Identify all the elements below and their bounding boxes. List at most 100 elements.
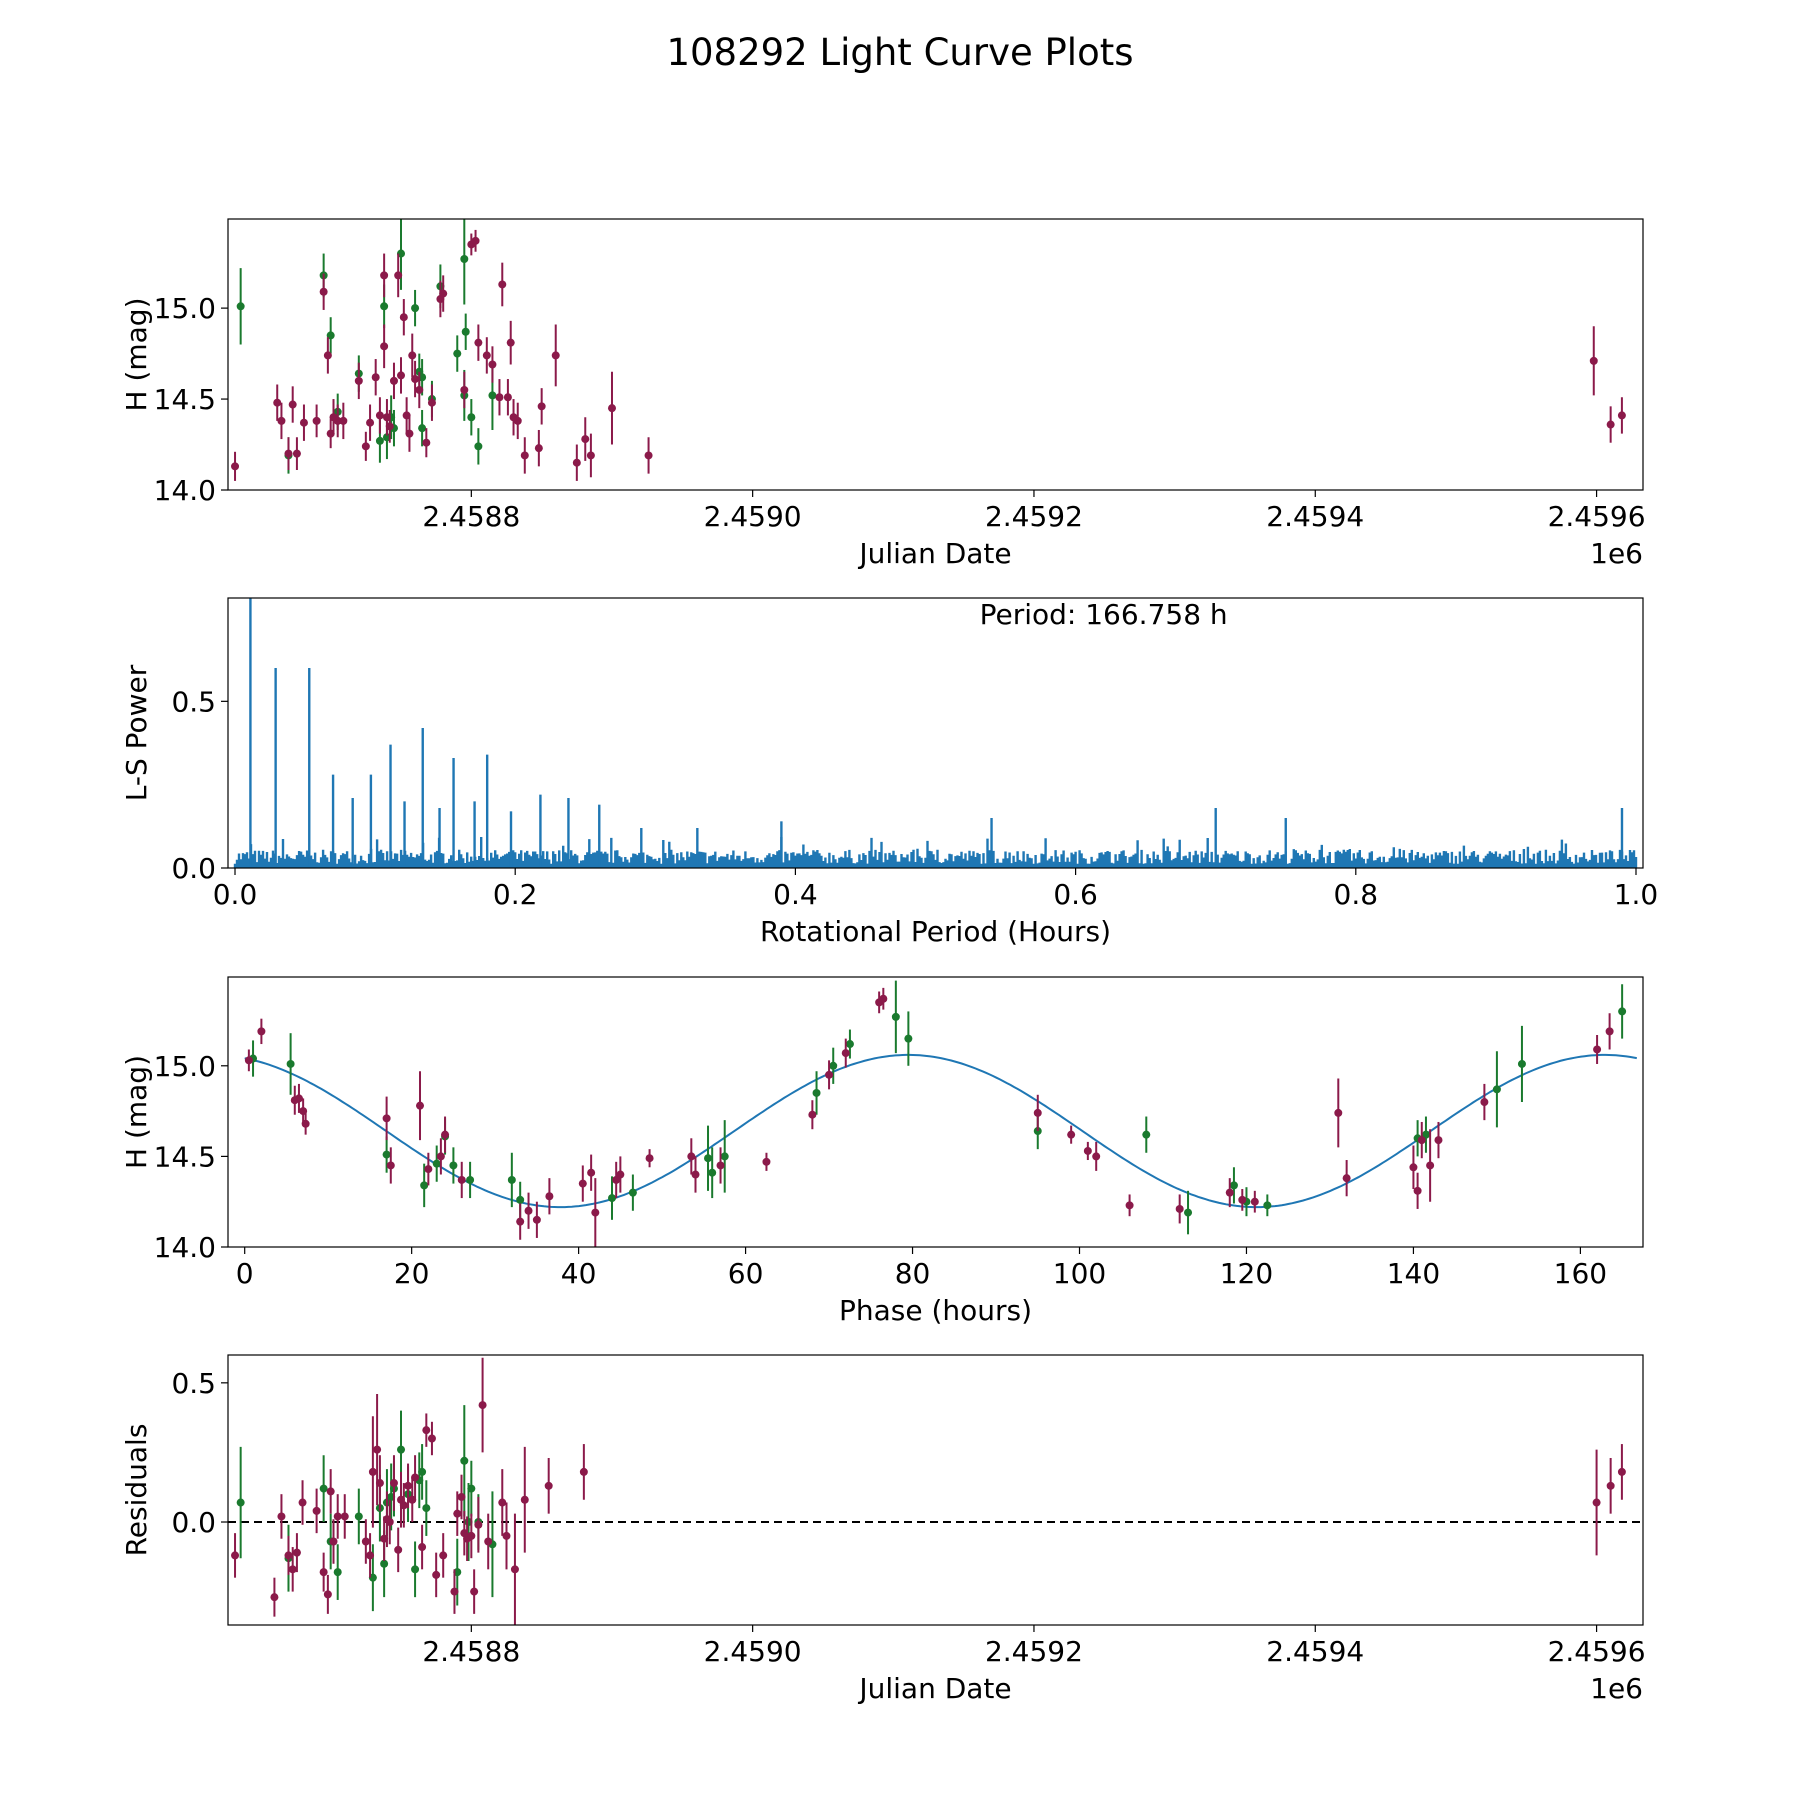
data-point-maroon	[416, 1071, 425, 1141]
marker	[441, 1130, 450, 1139]
marker	[439, 1551, 448, 1560]
data-point-maroon	[270, 1577, 279, 1617]
marker	[333, 1568, 342, 1577]
marker	[1250, 1197, 1259, 1206]
data-point-green	[507, 1152, 516, 1208]
x-tick-label: 2.4590	[704, 1635, 802, 1668]
data-point-green	[432, 1145, 441, 1182]
marker	[461, 327, 470, 336]
data-point-maroon	[534, 429, 543, 467]
marker	[474, 442, 483, 451]
data-point-maroon	[1480, 1083, 1489, 1121]
data-point-maroon	[399, 299, 408, 336]
data-point-green	[1263, 1194, 1272, 1217]
marker	[450, 1587, 459, 1596]
marker	[399, 313, 408, 322]
marker	[704, 1154, 713, 1163]
marker	[319, 1484, 328, 1493]
data-point-maroon	[572, 444, 581, 481]
data-point-maroon	[284, 437, 293, 470]
data-point-green	[474, 428, 483, 465]
marker	[273, 398, 282, 407]
data-point-maroon	[841, 1038, 850, 1068]
data-point-maroon	[467, 1513, 476, 1559]
data-point-maroon	[1434, 1121, 1443, 1159]
marker	[1592, 1498, 1601, 1507]
data-point-maroon	[1225, 1178, 1234, 1208]
data-point-green	[411, 289, 420, 327]
data-point-maroon	[645, 1149, 654, 1168]
marker	[572, 458, 581, 467]
marker	[1083, 1146, 1092, 1155]
x-tick-label: 2.4596	[1548, 1635, 1646, 1668]
data-point-green	[628, 1174, 637, 1211]
marker	[418, 424, 427, 433]
marker	[466, 1175, 475, 1184]
marker	[503, 393, 512, 402]
data-point-maroon	[273, 384, 282, 421]
data-point-maroon	[716, 1147, 725, 1184]
axes-frame	[227, 976, 1644, 1248]
y-tick-label: 14.0	[154, 1231, 216, 1264]
marker	[284, 449, 293, 458]
marker	[418, 1467, 427, 1476]
marker	[551, 351, 560, 360]
marker	[457, 1175, 466, 1184]
marker	[231, 462, 240, 471]
y-tick-label: 0.0	[171, 852, 216, 885]
y-tick-label: 15.0	[154, 292, 216, 325]
data-point-green	[354, 1488, 363, 1545]
data-point-maroon	[361, 431, 370, 461]
marker	[236, 302, 245, 311]
data-point-maroon	[1417, 1121, 1426, 1159]
data-point-maroon	[408, 333, 417, 378]
marker	[607, 404, 616, 413]
marker	[416, 1101, 425, 1110]
data-point-maroon	[762, 1152, 771, 1171]
marker	[1263, 1201, 1272, 1210]
marker	[382, 1150, 391, 1159]
axes-frame	[227, 1354, 1644, 1626]
data-point-maroon	[1067, 1125, 1076, 1144]
data-point-green	[1184, 1190, 1193, 1235]
marker	[231, 1551, 240, 1560]
marker	[1617, 1467, 1626, 1476]
marker	[354, 1512, 363, 1521]
marker	[507, 1175, 516, 1184]
data-point-maroon	[382, 1096, 391, 1141]
marker	[1334, 1108, 1343, 1117]
data-point-maroon	[292, 437, 301, 470]
marker	[1067, 1130, 1076, 1139]
data-point-maroon	[288, 386, 297, 423]
data-point-maroon	[1413, 1172, 1422, 1209]
marker	[1617, 411, 1626, 420]
marker	[380, 302, 389, 311]
marker	[319, 1568, 328, 1577]
marker	[385, 1518, 394, 1527]
marker	[382, 1114, 391, 1123]
x-tick-label: 2.4594	[1266, 1635, 1364, 1668]
x-axis-label: Julian Date	[857, 1672, 1011, 1705]
data-point-maroon	[520, 1446, 529, 1553]
marker	[467, 1484, 476, 1493]
data-point-maroon	[510, 1513, 519, 1625]
x-tick-label: 0.6	[1053, 878, 1098, 911]
data-point-maroon	[292, 1533, 301, 1573]
x-tick-label: 0.0	[213, 878, 258, 911]
data-point-maroon	[422, 1413, 431, 1447]
data-point-maroon	[470, 1569, 479, 1614]
data-point-maroon	[1606, 1457, 1615, 1514]
marker	[389, 1479, 398, 1488]
marker	[397, 1445, 406, 1454]
data-point-maroon	[474, 324, 483, 361]
marker	[427, 1434, 436, 1443]
data-point-maroon	[516, 1203, 525, 1240]
data-point-maroon	[1617, 397, 1626, 434]
data-point-maroon	[404, 1463, 413, 1509]
panel-phase: 0 20 40 60 80 100 120 140 160 14.0 14.5 15.0 Phase (…	[120, 976, 1644, 1327]
x-offset-text: 1e6	[1590, 1672, 1643, 1705]
marker	[399, 1501, 408, 1510]
marker	[340, 1512, 349, 1521]
marker	[1605, 1027, 1614, 1036]
